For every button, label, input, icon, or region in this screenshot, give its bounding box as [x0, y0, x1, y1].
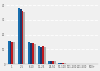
Bar: [40, 47, 42, 64]
Bar: [52, 61, 54, 64]
Bar: [28, 42, 30, 64]
Bar: [13, 42, 15, 64]
Bar: [18, 8, 20, 64]
Bar: [32, 43, 34, 64]
Bar: [54, 61, 56, 64]
Bar: [30, 43, 32, 64]
Bar: [48, 60, 50, 64]
Bar: [38, 46, 40, 64]
Bar: [60, 63, 62, 64]
Bar: [44, 47, 46, 64]
Bar: [8, 41, 10, 64]
Bar: [20, 10, 22, 64]
Bar: [64, 63, 66, 64]
Bar: [34, 44, 36, 64]
Bar: [62, 63, 64, 64]
Bar: [50, 61, 52, 64]
Bar: [10, 41, 12, 64]
Bar: [24, 12, 25, 64]
Bar: [12, 42, 13, 64]
Bar: [42, 46, 44, 64]
Bar: [58, 63, 60, 64]
Bar: [22, 11, 24, 64]
